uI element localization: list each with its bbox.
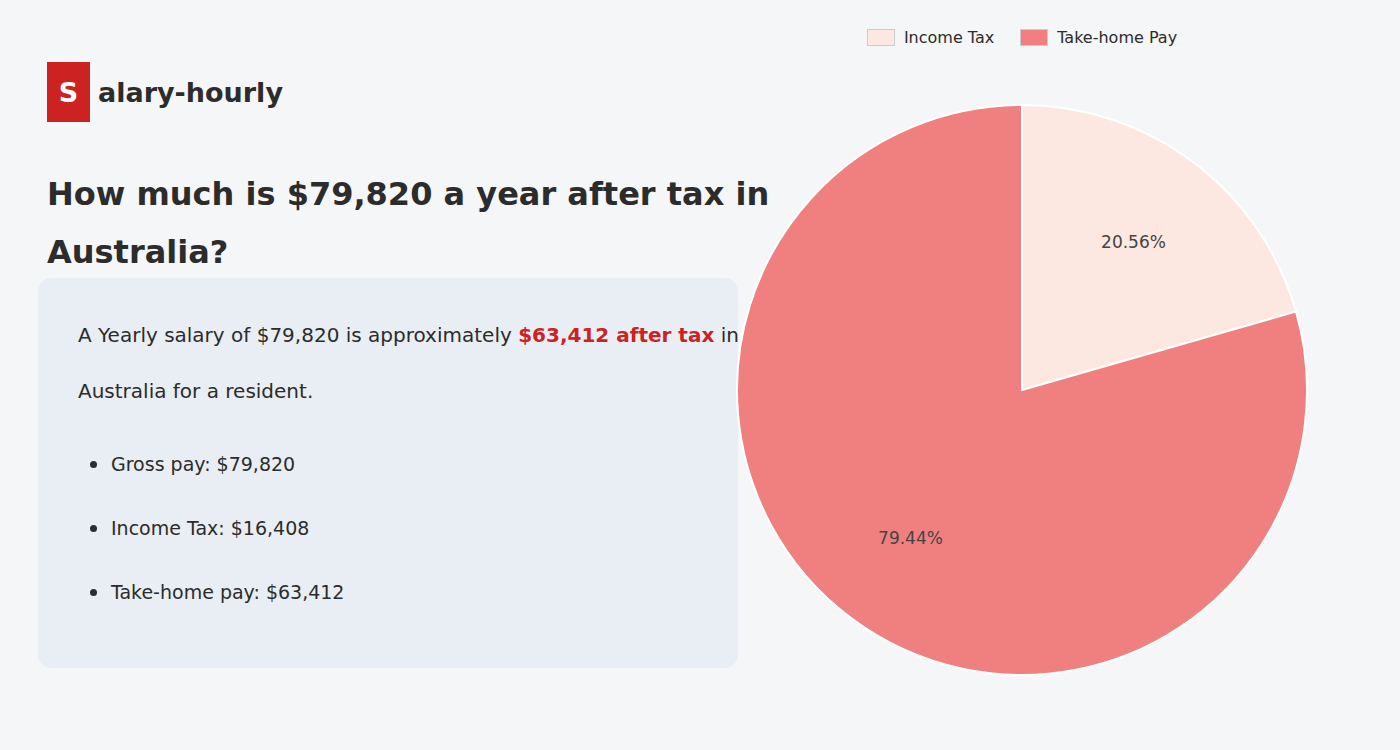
logo: Salary-hourly — [47, 62, 283, 122]
bullet-item: Gross pay: $79,820 — [90, 452, 295, 476]
logo-text: S — [47, 62, 90, 122]
slices — [737, 105, 1307, 675]
data-label: 20.56% — [1101, 232, 1166, 252]
bullet-dot — [90, 461, 97, 468]
legend-label: Income Tax — [904, 28, 994, 47]
summary-text: Australia for a resident. — [78, 379, 313, 403]
bullet-text: Gross pay: $79,820 — [111, 452, 295, 476]
pie-slice — [737, 105, 1307, 675]
title: How much is $79,820 a year after tax in — [47, 174, 769, 214]
legend-label: Take-home Pay — [1057, 28, 1177, 47]
legend-swatch — [1020, 29, 1048, 46]
bullet-item: Take-home pay: $63,412 — [90, 580, 344, 604]
legend-swatch — [867, 29, 895, 46]
bullet-dot — [90, 589, 97, 596]
legend: Income Tax Take-home Pay — [700, 28, 1344, 47]
bullet-item: Income Tax: $16,408 — [90, 516, 309, 540]
title: Australia? — [47, 232, 228, 272]
pie-chart: 20.56% 79.44% — [0, 0, 1400, 750]
bullet-dot — [90, 525, 97, 532]
logo-text: alary-hourly — [98, 77, 283, 108]
summary-line: A Yearly salary of $79,820 is approximat… — [78, 322, 739, 348]
summary-text: A Yearly salary of $79,820 is approximat… — [78, 323, 518, 347]
legend-item: Take-home Pay — [1020, 28, 1177, 47]
summary-highlight: $63,412 after tax — [518, 323, 714, 347]
bullet-text: Income Tax: $16,408 — [111, 516, 309, 540]
summary-text: in — [714, 323, 739, 347]
summary-line: Australia for a resident. — [78, 378, 313, 404]
data-label: 79.44% — [878, 528, 943, 548]
legend-item: Income Tax — [867, 28, 994, 47]
bullet-text: Take-home pay: $63,412 — [111, 580, 344, 604]
